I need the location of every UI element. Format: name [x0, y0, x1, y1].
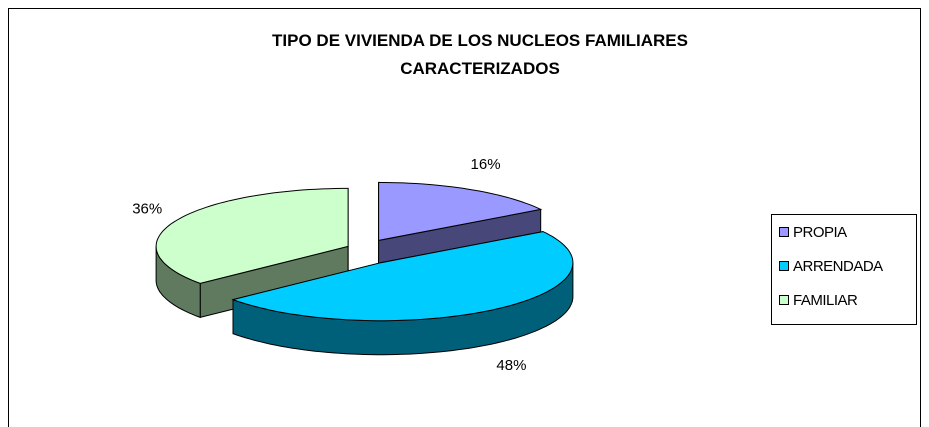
chart-title: TIPO DE VIVIENDA DE LOS NUCLEOS FAMILIAR…	[272, 31, 688, 78]
data-label: 48%	[496, 357, 526, 374]
legend-box	[771, 214, 917, 325]
chart-frame	[8, 8, 921, 427]
slice-top	[231, 231, 574, 322]
legend-label: ARRENDADA	[793, 258, 883, 275]
slice-top	[155, 187, 349, 284]
data-label: 36%	[132, 201, 162, 218]
slice-top	[378, 181, 543, 242]
legend-label: PROPIA	[793, 224, 847, 241]
legend-swatch	[779, 261, 789, 271]
data-label: 16%	[471, 156, 501, 173]
pie-slice	[231, 230, 574, 356]
legend-swatch	[779, 295, 789, 305]
legend-swatch	[779, 227, 789, 237]
legend-label: FAMILIAR	[793, 292, 858, 309]
